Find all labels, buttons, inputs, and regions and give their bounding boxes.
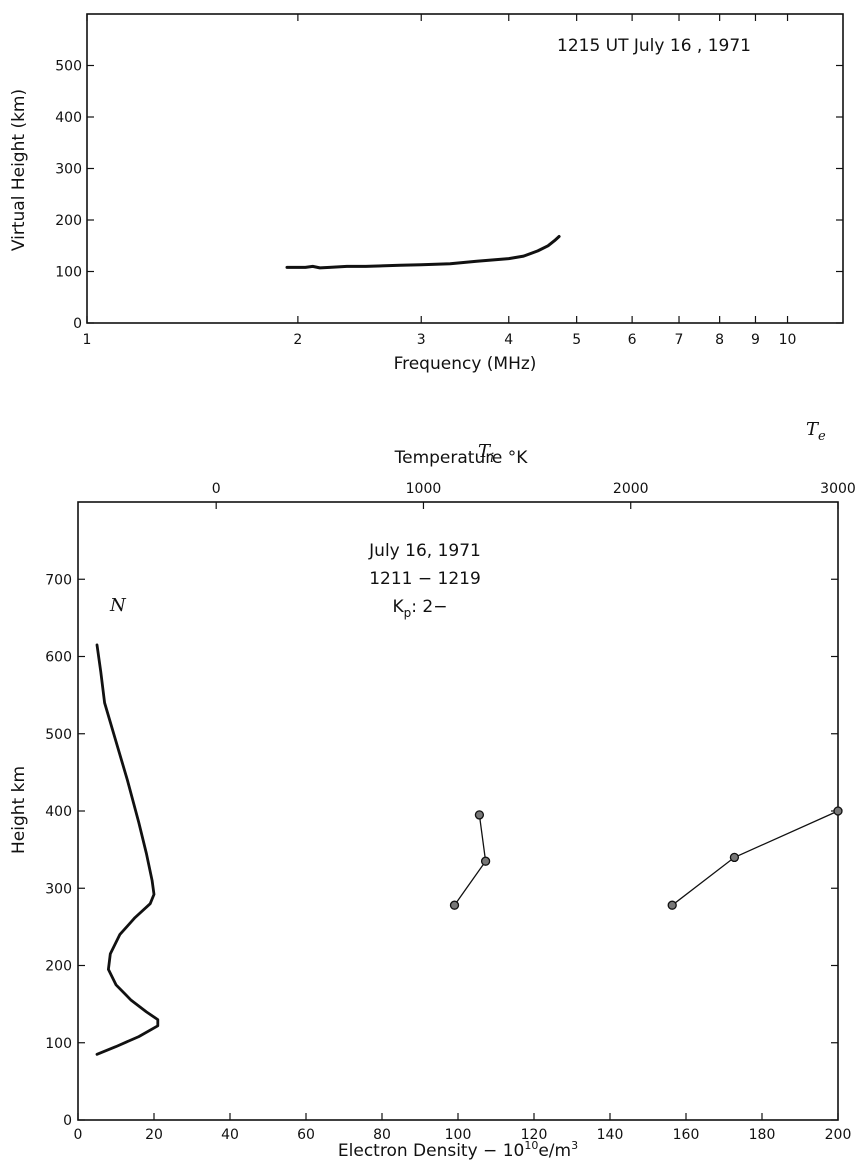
temperature-i-point-2: [474, 810, 485, 820]
profile-y-ticks: 0 100 200 300 400 500 600 700: [45, 572, 838, 1129]
ionogram-y-tick-label-1: 100: [55, 265, 82, 281]
ionogram-x-ticks: 1 2 3 4 5 6 7 8 9 10: [83, 14, 797, 348]
ionogram-x-tick-label-6: 7: [675, 332, 684, 348]
height-tick-label-5: 500: [45, 727, 72, 743]
curve-label-n: N: [109, 595, 127, 616]
ionogram-y-tick-label-4: 400: [55, 110, 82, 126]
profile-chart: 0 20 40 60 80 100 120 140 160 180 200 0 1000 2000 300…: [9, 419, 856, 1161]
temperature-tick-label-0: 0: [212, 481, 221, 497]
curve-label-ti: Ti: [478, 441, 494, 466]
density-tick-label-6: 120: [521, 1127, 548, 1143]
te-letter: T: [806, 419, 820, 440]
profile-annotation-kp: Kp: 2−: [393, 597, 448, 620]
profile-series: [95, 643, 843, 1056]
ionogram-x-axis-title: Frequency (MHz): [394, 354, 537, 374]
ionogram-annotation: 1215 UT July 16 , 1971: [557, 36, 751, 56]
ionogram-y-tick-label-3: 300: [55, 162, 82, 178]
temperature-tick-label-2: 2000: [613, 481, 649, 497]
density-tick-label-9: 180: [749, 1127, 776, 1143]
electron-density-curve: [95, 643, 160, 1056]
density-tick-label-1: 20: [145, 1127, 163, 1143]
temperature-e-point-2: [833, 806, 843, 816]
density-tick-label-5: 100: [445, 1127, 472, 1143]
ionogram-trace-0: [285, 235, 561, 270]
profile-annotation-time: 1211 − 1219: [369, 569, 481, 589]
temperature-axis-title: Temperature °K: [394, 448, 529, 468]
density-tick-label-7: 140: [597, 1127, 624, 1143]
height-tick-label-7: 700: [45, 572, 72, 588]
kp-value: : 2−: [411, 597, 447, 617]
ionogram-y-ticks: 0 100 200 300 400 500: [55, 59, 843, 332]
density-tick-label-3: 60: [297, 1127, 315, 1143]
temperature-e-point-1: [729, 852, 740, 863]
ionogram-x-tick-label-1: 2: [293, 332, 302, 348]
profile-bottom-ticks: 0 20 40 60 80 100 120 140 160 180 200: [74, 1113, 852, 1143]
temperature-e-point-0: [667, 900, 677, 910]
density-tick-label-10: 200: [825, 1127, 852, 1143]
ionogram-x-tick-label-4: 5: [572, 332, 581, 348]
te-subscript: e: [818, 429, 826, 444]
ionogram-y-axis-title: Virtual Height (km): [9, 89, 29, 251]
density-tick-label-0: 0: [74, 1127, 83, 1143]
ionogram-x-tick-label-9: 10: [779, 332, 797, 348]
temperature-tick-label-3: 3000: [820, 481, 856, 497]
ionogram-x-tick-label-8: 9: [751, 332, 760, 348]
height-tick-label-2: 200: [45, 959, 72, 975]
temperature-e-line: [671, 810, 839, 906]
height-tick-label-4: 400: [45, 804, 72, 820]
ionogram-series: [285, 235, 561, 270]
density-tick-label-4: 80: [373, 1127, 391, 1143]
temperature-i-point-0: [449, 900, 460, 910]
height-tick-label-3: 300: [45, 881, 72, 897]
ionogram-x-tick-label-3: 4: [504, 332, 513, 348]
temperature-i-point-1: [480, 856, 491, 866]
ionogram-y-tick-label-2: 200: [55, 213, 82, 229]
profile-plot-frame: [77, 501, 839, 1121]
kp-letter: K: [393, 597, 405, 617]
xlabel-exp: 10: [524, 1139, 538, 1152]
ti-letter: T: [478, 441, 492, 462]
height-tick-label-6: 600: [45, 650, 72, 666]
xlabel-unit: e/m: [538, 1141, 571, 1161]
ionogram-x-tick-label-2: 3: [417, 332, 426, 348]
ionogram-x-tick-label-0: 1: [83, 332, 92, 348]
temperature-tick-label-1: 1000: [406, 481, 442, 497]
ionogram-x-tick-label-7: 8: [715, 332, 724, 348]
density-tick-label-8: 160: [673, 1127, 700, 1143]
density-tick-label-2: 40: [221, 1127, 239, 1143]
curve-label-te: Te: [806, 419, 826, 444]
kp-subscript: p: [404, 606, 412, 620]
temperature-i-line: [453, 814, 487, 906]
height-tick-label-1: 100: [45, 1036, 72, 1052]
ti-subscript: i: [490, 451, 494, 466]
ionogram-y-tick-label-0: 0: [73, 316, 82, 332]
profile-annotation-date: July 16, 1971: [368, 541, 481, 561]
ionogram-x-tick-label-5: 6: [628, 332, 637, 348]
ionogram-chart: 1 2 3 4 5 6 7 8 9 10 0 100 200 300 400 500 1215 UT Jul…: [9, 13, 844, 374]
profile-y-axis-title: Height km: [9, 766, 29, 854]
height-tick-label-0: 0: [63, 1113, 72, 1129]
xlabel-main: Electron Density − 10: [338, 1141, 524, 1161]
ionogram-plot-frame: [86, 13, 844, 324]
ionogram-y-tick-label-5: 500: [55, 59, 82, 75]
electron-density-axis-title: Electron Density − 1010e/m3: [338, 1139, 578, 1161]
profile-top-ticks: 0 1000 2000 3000: [212, 481, 856, 509]
xlabel-unit-exp: 3: [571, 1139, 578, 1152]
